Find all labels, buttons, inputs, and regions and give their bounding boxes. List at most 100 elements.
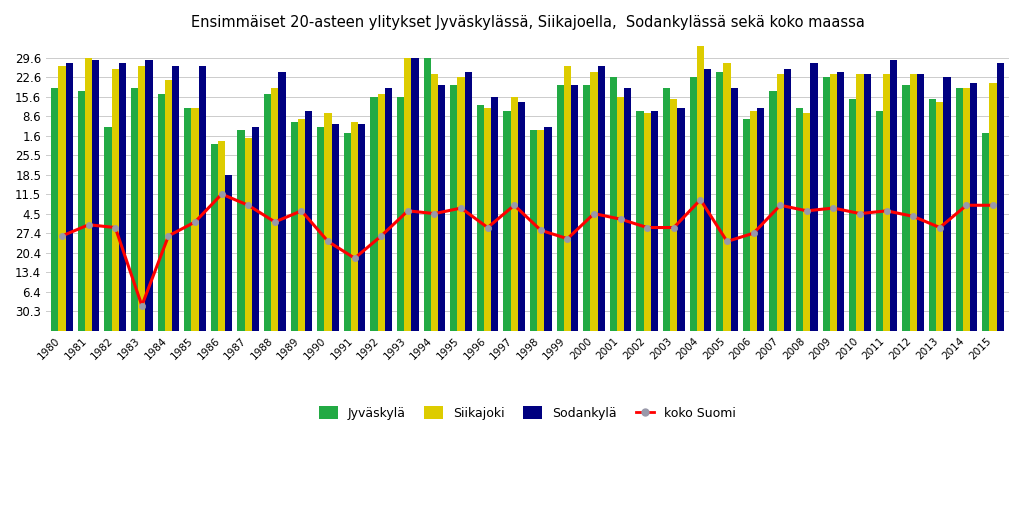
Bar	[484, 108, 492, 507]
Bar	[511, 97, 518, 507]
Bar	[211, 144, 218, 507]
Bar	[936, 102, 943, 507]
Bar	[849, 99, 856, 507]
Bar	[158, 94, 165, 507]
Bar	[477, 105, 484, 507]
Bar	[85, 58, 92, 507]
Bar	[378, 94, 385, 507]
Bar	[305, 111, 312, 507]
Bar	[431, 75, 438, 507]
Bar	[145, 60, 153, 507]
Bar	[165, 80, 172, 507]
Bar	[291, 122, 298, 507]
Bar	[876, 111, 883, 507]
Bar	[317, 127, 325, 507]
Bar	[172, 66, 179, 507]
Bar	[279, 71, 286, 507]
Title: Ensimmäiset 20-asteen ylitykset Jyväskylässä, Siikajoella,  Sodankylässä sekä ko: Ensimmäiset 20-asteen ylitykset Jyväskyl…	[190, 15, 864, 30]
Bar	[332, 124, 339, 507]
Bar	[371, 97, 378, 507]
Bar	[438, 86, 445, 507]
Bar	[769, 91, 776, 507]
Bar	[264, 94, 271, 507]
Bar	[225, 174, 232, 507]
Bar	[571, 86, 579, 507]
Bar	[970, 83, 977, 507]
Bar	[252, 127, 259, 507]
Bar	[678, 108, 685, 507]
Legend: Jyväskylä, Siikajoki, Sodankylä, koko Suomi: Jyväskylä, Siikajoki, Sodankylä, koko Su…	[314, 401, 741, 425]
Bar	[803, 114, 810, 507]
Bar	[78, 91, 85, 507]
Bar	[584, 86, 591, 507]
Bar	[591, 71, 598, 507]
Bar	[902, 86, 909, 507]
Bar	[245, 138, 252, 507]
Bar	[530, 130, 538, 507]
Bar	[138, 66, 145, 507]
Bar	[750, 111, 757, 507]
Bar	[856, 75, 863, 507]
Bar	[989, 83, 996, 507]
Bar	[325, 114, 332, 507]
Bar	[690, 77, 697, 507]
Bar	[625, 88, 632, 507]
Bar	[909, 75, 916, 507]
Bar	[104, 127, 112, 507]
Bar	[996, 63, 1004, 507]
Bar	[783, 69, 791, 507]
Bar	[637, 111, 644, 507]
Bar	[458, 77, 465, 507]
Bar	[131, 88, 138, 507]
Bar	[119, 63, 126, 507]
Bar	[271, 88, 279, 507]
Bar	[742, 119, 750, 507]
Bar	[810, 63, 817, 507]
Bar	[617, 97, 625, 507]
Bar	[557, 86, 564, 507]
Bar	[92, 60, 99, 507]
Bar	[731, 88, 738, 507]
Bar	[412, 58, 419, 507]
Bar	[385, 88, 392, 507]
Bar	[651, 111, 658, 507]
Bar	[298, 119, 305, 507]
Bar	[51, 88, 58, 507]
Bar	[504, 111, 511, 507]
Bar	[598, 66, 605, 507]
Bar	[705, 69, 712, 507]
Bar	[492, 97, 499, 507]
Bar	[664, 88, 671, 507]
Bar	[829, 75, 837, 507]
Bar	[58, 66, 66, 507]
Bar	[424, 58, 431, 507]
Bar	[451, 86, 458, 507]
Bar	[218, 141, 225, 507]
Bar	[796, 108, 803, 507]
Bar	[564, 66, 571, 507]
Bar	[465, 71, 472, 507]
Bar	[822, 77, 829, 507]
Bar	[404, 58, 412, 507]
Bar	[837, 71, 844, 507]
Bar	[943, 77, 950, 507]
Bar	[863, 75, 870, 507]
Bar	[883, 75, 890, 507]
Bar	[184, 108, 191, 507]
Bar	[344, 133, 351, 507]
Bar	[757, 108, 765, 507]
Bar	[545, 127, 552, 507]
Bar	[955, 88, 963, 507]
Bar	[538, 130, 545, 507]
Bar	[199, 66, 206, 507]
Bar	[916, 75, 924, 507]
Bar	[66, 63, 73, 507]
Bar	[610, 77, 617, 507]
Bar	[671, 99, 678, 507]
Bar	[358, 124, 366, 507]
Bar	[397, 97, 404, 507]
Bar	[238, 130, 245, 507]
Bar	[724, 63, 731, 507]
Bar	[518, 102, 525, 507]
Bar	[351, 122, 358, 507]
